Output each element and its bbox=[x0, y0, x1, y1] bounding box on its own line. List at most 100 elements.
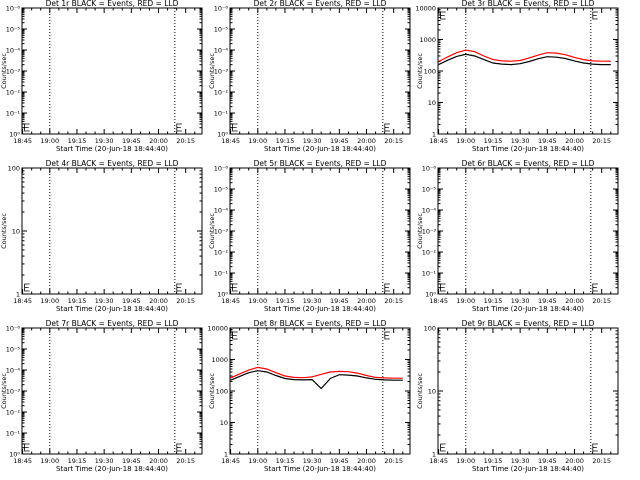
data-gap-marker bbox=[24, 123, 30, 132]
y-tick-label: 10⁻⁵ bbox=[214, 26, 229, 34]
x-axis-label: Start Time (20-Jun-18 18:44:40) bbox=[472, 465, 584, 473]
data-gap-marker bbox=[440, 11, 446, 20]
x-tick-label: 19:00 bbox=[456, 457, 475, 465]
x-tick-label: 19:15 bbox=[484, 457, 503, 465]
panel-title: Det 1r BLACK = Events, RED = LLD bbox=[46, 0, 179, 8]
x-tick-label: 20:00 bbox=[357, 457, 376, 465]
panel-det-8: Det 8r BLACK = Events, RED = LLD 1 10 100 10… bbox=[207, 319, 411, 473]
x-tick-label: 20:15 bbox=[384, 297, 403, 305]
y-tick-label: 10⁰ bbox=[217, 131, 228, 139]
x-tick-label: 20:15 bbox=[176, 137, 195, 145]
data-gap-marker bbox=[24, 443, 30, 452]
data-gap-marker bbox=[24, 283, 30, 292]
x-tick-label: 19:00 bbox=[248, 137, 267, 145]
y-tick-label: 10⁻⁵ bbox=[6, 346, 21, 354]
x-tick-label: 19:45 bbox=[538, 457, 557, 465]
y-axis-label: Counts/sec bbox=[416, 213, 424, 249]
x-tick-label: 20:00 bbox=[149, 457, 168, 465]
y-tick-label: 10⁻² bbox=[214, 249, 229, 257]
panel-det-2: Det 2r BLACK = Events, RED = LLD 10⁰ 10⁻¹ 1… bbox=[208, 0, 411, 153]
x-tick-label: 20:15 bbox=[592, 137, 611, 145]
y-tick-label: 10⁻⁶ bbox=[6, 5, 21, 13]
x-tick-label: 20:15 bbox=[384, 457, 403, 465]
x-tick-label: 19:45 bbox=[330, 457, 349, 465]
y-tick-label: 10⁻⁴ bbox=[6, 367, 21, 375]
y-tick-label: 10⁻¹ bbox=[6, 430, 21, 438]
data-gap-marker bbox=[592, 11, 598, 20]
y-tick-label: 1000 bbox=[211, 356, 228, 364]
y-tick-label: 10⁰ bbox=[217, 291, 228, 299]
y-tick-label: 10000 bbox=[415, 5, 436, 13]
y-tick-label: 10⁻¹ bbox=[214, 270, 229, 278]
data-gap-marker bbox=[384, 123, 390, 132]
data-gap-marker bbox=[440, 443, 446, 452]
y-tick-label: 10 bbox=[12, 228, 20, 236]
x-axis-label: Start Time (20-Jun-18 18:44:40) bbox=[472, 305, 584, 313]
data-gap-marker bbox=[440, 283, 446, 292]
y-tick-label: 10⁻⁶ bbox=[422, 165, 437, 173]
y-tick-label: 1000 bbox=[419, 36, 436, 44]
panel-det-1: Det 1r BLACK = Events, RED = LLD 10⁰ 10⁻¹ 1… bbox=[0, 0, 203, 153]
panel-det-9: Det 9r BLACK = Events, RED = LLD 1 10 100 18… bbox=[416, 319, 619, 473]
x-tick-label: 18:45 bbox=[13, 137, 32, 145]
y-tick-label: 10⁻⁵ bbox=[6, 26, 21, 34]
panel-det-3: Det 3r BLACK = Events, RED = LLD 1 10 100 10… bbox=[415, 0, 619, 153]
panel-title: Det 8r BLACK = Events, RED = LLD bbox=[254, 319, 387, 328]
x-tick-label: 19:30 bbox=[95, 457, 114, 465]
x-tick-label: 19:30 bbox=[303, 457, 322, 465]
y-tick-label: 100 bbox=[424, 325, 436, 333]
y-tick-label: 10⁻² bbox=[6, 409, 21, 417]
y-axis-label: Counts/sec bbox=[208, 213, 216, 249]
x-axis-label: Start Time (20-Jun-18 18:44:40) bbox=[56, 305, 168, 313]
y-tick-label: 1 bbox=[432, 131, 436, 139]
y-tick-label: 1 bbox=[224, 451, 228, 459]
panel-det-5: Det 5r BLACK = Events, RED = LLD 10⁰ 10⁻¹ 1… bbox=[208, 159, 411, 313]
panel-title: Det 9r BLACK = Events, RED = LLD bbox=[462, 319, 595, 328]
y-tick-label: 10⁻³ bbox=[214, 228, 229, 236]
x-tick-label: 18:45 bbox=[221, 297, 240, 305]
data-gap-marker bbox=[176, 283, 182, 292]
x-tick-label: 20:00 bbox=[565, 137, 584, 145]
y-axis-label: Counts/sec bbox=[0, 53, 8, 89]
x-tick-label: 20:15 bbox=[176, 457, 195, 465]
panel-title: Det 2r BLACK = Events, RED = LLD bbox=[254, 0, 387, 8]
y-tick-label: 10⁻⁶ bbox=[6, 325, 21, 333]
y-tick-label: 10⁻⁴ bbox=[214, 47, 229, 55]
data-gap-marker bbox=[176, 443, 182, 452]
x-tick-label: 19:45 bbox=[538, 137, 557, 145]
x-axis-label: Start Time (20-Jun-18 18:44:40) bbox=[56, 145, 168, 153]
y-axis-label: Counts/sec bbox=[0, 213, 8, 249]
y-tick-label: 10⁻⁴ bbox=[422, 207, 437, 215]
x-tick-label: 19:00 bbox=[40, 457, 59, 465]
y-tick-label: 10⁻³ bbox=[214, 68, 229, 76]
y-axis-label: Counts/sec bbox=[208, 373, 216, 409]
y-tick-label: 10⁻¹ bbox=[422, 270, 437, 278]
x-tick-label: 19:45 bbox=[330, 137, 349, 145]
data-gap-marker bbox=[232, 283, 238, 292]
y-tick-label: 10⁻³ bbox=[6, 68, 21, 76]
x-tick-label: 18:45 bbox=[13, 457, 32, 465]
panel-det-7: Det 7r BLACK = Events, RED = LLD 10⁰ 10⁻¹ 1… bbox=[0, 319, 203, 473]
y-tick-label: 1 bbox=[16, 291, 20, 299]
data-gap-marker bbox=[592, 283, 598, 292]
y-tick-label: 10⁻⁵ bbox=[422, 186, 437, 194]
y-tick-label: 10⁻³ bbox=[422, 228, 437, 236]
x-tick-label: 20:00 bbox=[357, 137, 376, 145]
y-tick-label: 10⁻² bbox=[214, 89, 229, 97]
x-axis-label: Start Time (20-Jun-18 18:44:40) bbox=[264, 465, 376, 473]
x-axis-label: Start Time (20-Jun-18 18:44:40) bbox=[264, 305, 376, 313]
y-tick-label: 10⁻⁴ bbox=[6, 47, 21, 55]
y-tick-label: 10⁰ bbox=[425, 291, 436, 299]
x-tick-label: 19:30 bbox=[511, 297, 530, 305]
lld-rate-line bbox=[438, 49, 611, 63]
y-tick-label: 10⁻² bbox=[6, 89, 21, 97]
x-tick-label: 19:00 bbox=[456, 137, 475, 145]
x-tick-label: 19:30 bbox=[95, 297, 114, 305]
panel-title: Det 5r BLACK = Events, RED = LLD bbox=[254, 159, 387, 168]
x-tick-label: 19:15 bbox=[484, 137, 503, 145]
x-tick-label: 19:30 bbox=[303, 137, 322, 145]
y-tick-label: 10⁰ bbox=[9, 451, 20, 459]
y-tick-label: 10⁻⁶ bbox=[214, 5, 229, 13]
y-tick-label: 100 bbox=[424, 68, 436, 76]
y-tick-label: 10⁻⁴ bbox=[214, 207, 229, 215]
